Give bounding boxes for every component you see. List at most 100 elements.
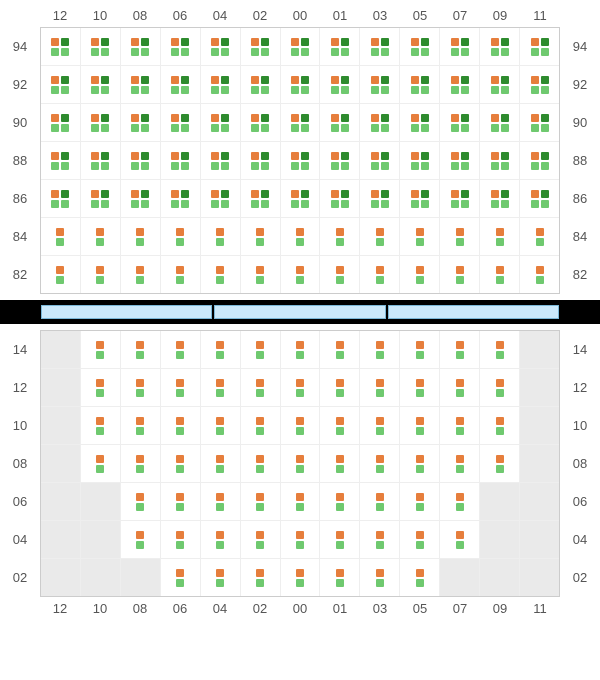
rack-cell[interactable]	[200, 369, 240, 406]
rack-cell[interactable]	[160, 331, 200, 368]
rack-cell[interactable]	[319, 407, 359, 444]
rack-cell[interactable]	[280, 28, 320, 65]
rack-cell[interactable]	[479, 142, 519, 179]
rack-cell[interactable]	[200, 104, 240, 141]
rack-cell[interactable]	[240, 331, 280, 368]
rack-cell[interactable]	[359, 256, 399, 293]
rack-cell[interactable]	[240, 28, 280, 65]
rack-cell[interactable]	[359, 142, 399, 179]
rack-cell[interactable]	[359, 66, 399, 103]
rack-cell[interactable]	[80, 445, 120, 482]
rack-cell[interactable]	[399, 218, 439, 255]
rack-cell[interactable]	[80, 180, 120, 217]
rack-cell[interactable]	[200, 256, 240, 293]
rack-cell[interactable]	[160, 28, 200, 65]
rack-cell[interactable]	[280, 521, 320, 558]
rack-cell[interactable]	[439, 218, 479, 255]
rack-cell[interactable]	[160, 445, 200, 482]
rack-cell[interactable]	[160, 256, 200, 293]
rack-cell[interactable]	[41, 28, 80, 65]
rack-cell[interactable]	[200, 180, 240, 217]
rack-cell[interactable]	[120, 331, 160, 368]
rack-cell[interactable]	[439, 445, 479, 482]
rack-cell[interactable]	[41, 180, 80, 217]
rack-cell[interactable]	[160, 104, 200, 141]
rack-cell[interactable]	[399, 142, 439, 179]
rack-cell[interactable]	[439, 521, 479, 558]
rack-cell[interactable]	[280, 218, 320, 255]
rack-cell[interactable]	[200, 407, 240, 444]
rack-cell[interactable]	[319, 331, 359, 368]
rack-cell[interactable]	[439, 142, 479, 179]
rack-cell[interactable]	[120, 28, 160, 65]
rack-cell[interactable]	[359, 445, 399, 482]
rack-cell[interactable]	[359, 369, 399, 406]
rack-cell[interactable]	[160, 66, 200, 103]
rack-cell[interactable]	[240, 66, 280, 103]
rack-cell[interactable]	[519, 256, 559, 293]
rack-cell[interactable]	[319, 28, 359, 65]
rack-cell[interactable]	[200, 142, 240, 179]
rack-cell[interactable]	[41, 218, 80, 255]
rack-cell[interactable]	[359, 559, 399, 596]
rack-cell[interactable]	[399, 66, 439, 103]
rack-cell[interactable]	[519, 66, 559, 103]
rack-cell[interactable]	[80, 218, 120, 255]
rack-cell[interactable]	[240, 369, 280, 406]
rack-cell[interactable]	[319, 483, 359, 520]
rack-cell[interactable]	[399, 559, 439, 596]
rack-cell[interactable]	[280, 407, 320, 444]
rack-cell[interactable]	[41, 66, 80, 103]
rack-cell[interactable]	[319, 521, 359, 558]
rack-cell[interactable]	[240, 407, 280, 444]
rack-cell[interactable]	[160, 218, 200, 255]
rack-cell[interactable]	[519, 180, 559, 217]
rack-cell[interactable]	[240, 521, 280, 558]
rack-cell[interactable]	[240, 180, 280, 217]
rack-cell[interactable]	[439, 369, 479, 406]
rack-cell[interactable]	[319, 256, 359, 293]
rack-cell[interactable]	[200, 445, 240, 482]
rack-cell[interactable]	[439, 28, 479, 65]
rack-cell[interactable]	[319, 369, 359, 406]
rack-cell[interactable]	[160, 180, 200, 217]
rack-cell[interactable]	[240, 218, 280, 255]
rack-cell[interactable]	[399, 483, 439, 520]
rack-cell[interactable]	[280, 142, 320, 179]
rack-cell[interactable]	[319, 559, 359, 596]
rack-cell[interactable]	[519, 104, 559, 141]
rack-cell[interactable]	[319, 104, 359, 141]
rack-cell[interactable]	[479, 28, 519, 65]
rack-cell[interactable]	[80, 369, 120, 406]
rack-cell[interactable]	[399, 369, 439, 406]
rack-cell[interactable]	[280, 180, 320, 217]
rack-cell[interactable]	[240, 483, 280, 520]
rack-cell[interactable]	[479, 256, 519, 293]
rack-cell[interactable]	[200, 521, 240, 558]
rack-cell[interactable]	[479, 104, 519, 141]
rack-cell[interactable]	[240, 142, 280, 179]
rack-cell[interactable]	[240, 559, 280, 596]
rack-cell[interactable]	[439, 407, 479, 444]
rack-cell[interactable]	[160, 559, 200, 596]
rack-cell[interactable]	[80, 331, 120, 368]
rack-cell[interactable]	[319, 218, 359, 255]
rack-cell[interactable]	[359, 28, 399, 65]
rack-cell[interactable]	[280, 66, 320, 103]
rack-cell[interactable]	[519, 142, 559, 179]
rack-cell[interactable]	[240, 256, 280, 293]
rack-cell[interactable]	[120, 521, 160, 558]
rack-cell[interactable]	[280, 369, 320, 406]
rack-cell[interactable]	[399, 104, 439, 141]
rack-cell[interactable]	[359, 521, 399, 558]
rack-cell[interactable]	[439, 331, 479, 368]
rack-cell[interactable]	[479, 218, 519, 255]
rack-cell[interactable]	[479, 445, 519, 482]
rack-cell[interactable]	[280, 559, 320, 596]
rack-cell[interactable]	[120, 66, 160, 103]
rack-cell[interactable]	[240, 104, 280, 141]
rack-cell[interactable]	[399, 28, 439, 65]
rack-cell[interactable]	[80, 104, 120, 141]
rack-cell[interactable]	[479, 369, 519, 406]
rack-cell[interactable]	[319, 142, 359, 179]
